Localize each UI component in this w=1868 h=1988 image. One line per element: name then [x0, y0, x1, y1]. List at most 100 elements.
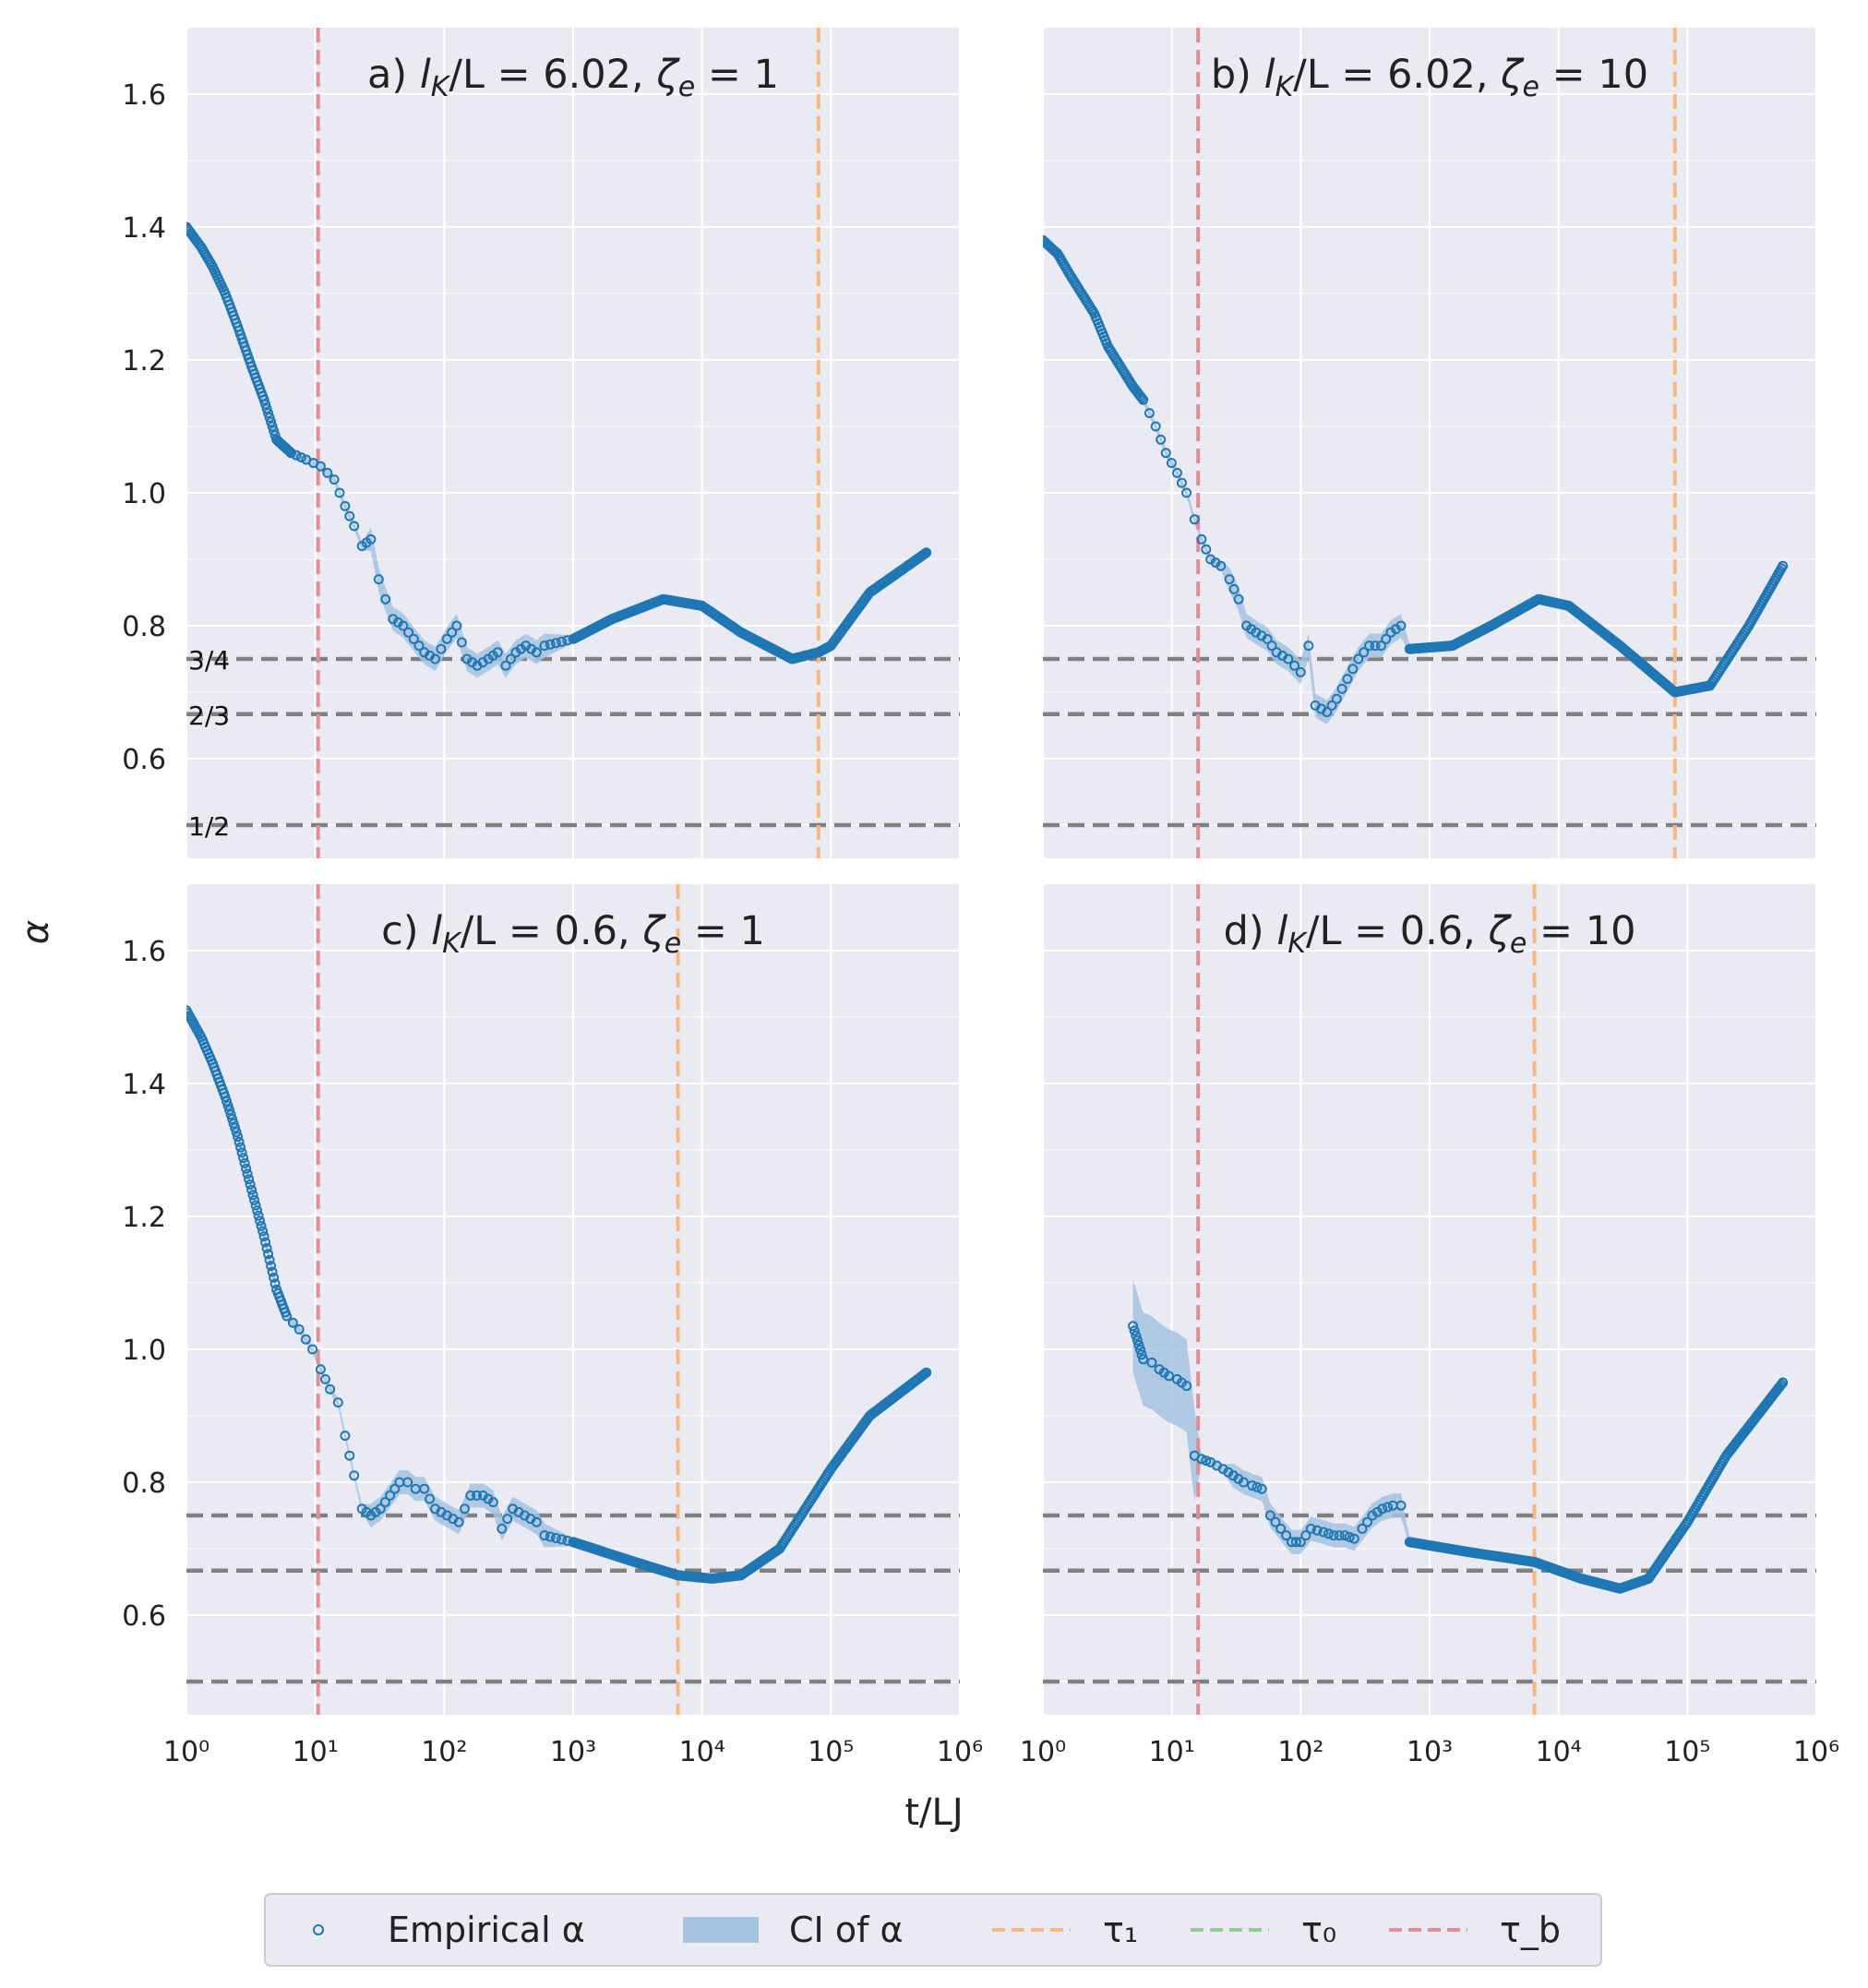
- empirical-point: [1323, 1528, 1334, 1539]
- empirical-point: [1136, 392, 1147, 403]
- empirical-point: [502, 1514, 513, 1525]
- empirical-point: [256, 1220, 267, 1231]
- empirical-point: [1150, 421, 1161, 432]
- empirical-point: [249, 1194, 260, 1205]
- empirical-point: [231, 1127, 242, 1138]
- empirical-point: [234, 1136, 245, 1147]
- x-tick-label: 10²: [421, 1736, 467, 1768]
- empirical-point: [1300, 1530, 1311, 1541]
- empirical-point: [236, 1147, 247, 1158]
- empirical-point: [263, 1249, 274, 1260]
- legend-label-tau1: τ₁: [1103, 1910, 1138, 1950]
- empirical-point: [1201, 1455, 1212, 1467]
- legend-label-empirical: Empirical α: [388, 1910, 585, 1950]
- y-tick-label: 1.2: [122, 345, 166, 377]
- empirical-point: [389, 1483, 401, 1494]
- y-axis-label: α: [15, 920, 57, 944]
- empirical-point: [403, 627, 414, 638]
- empirical-point: [1357, 1523, 1368, 1534]
- empirical-point: [239, 1157, 250, 1168]
- empirical-point: [238, 1153, 249, 1164]
- x-tick-label: 10³: [550, 1736, 596, 1768]
- empirical-point: [545, 639, 556, 650]
- y-tick-label: 0.6: [122, 744, 166, 776]
- panel-d: d) lK/L = 0.6, ζe = 10 10⁰ 10¹ 10² 10³ 10⁴ 10⁵…: [1020, 884, 1839, 1768]
- empirical-point: [1138, 394, 1149, 405]
- x-axis-label: t/LJ: [904, 1791, 963, 1834]
- empirical-point: [453, 1516, 464, 1527]
- empirical-point: [269, 430, 281, 441]
- empirical-point: [1233, 593, 1244, 605]
- empirical-point: [261, 1242, 272, 1253]
- empirical-point: [419, 1483, 430, 1494]
- empirical-point: [1326, 700, 1337, 711]
- empirical-point: [1262, 633, 1273, 644]
- empirical-point: [222, 1096, 232, 1107]
- empirical-point: [430, 653, 440, 665]
- empirical-point: [1381, 633, 1392, 644]
- legend-marker-empirical: [313, 1924, 324, 1935]
- y-tick-label: 1.4: [122, 212, 166, 245]
- empirical-point: [349, 521, 360, 532]
- empirical-point: [258, 1231, 269, 1242]
- y-tick-label: 0.8: [122, 1467, 166, 1500]
- empirical-point: [260, 1237, 271, 1248]
- empirical-point: [295, 452, 306, 463]
- panel-b: b) lK/L = 6.02, ζe = 10: [1041, 28, 1818, 858]
- x-tick-label: 10⁶: [1793, 1736, 1839, 1768]
- empirical-point: [315, 461, 326, 472]
- reference-line-label: 2/3: [188, 701, 230, 731]
- empirical-point: [1238, 1477, 1249, 1488]
- x-tick-label: 10⁴: [1536, 1736, 1582, 1768]
- empirical-point: [557, 636, 568, 647]
- empirical-point: [253, 1210, 264, 1221]
- empirical-point: [1135, 1345, 1145, 1355]
- x-tick-label: 10¹: [1149, 1736, 1195, 1768]
- empirical-point: [531, 1516, 542, 1527]
- empirical-point: [222, 1100, 234, 1111]
- x-tick-label: 10²: [1277, 1736, 1323, 1768]
- empirical-point: [266, 1261, 277, 1272]
- x-tick-label: 10⁰: [1020, 1736, 1066, 1768]
- empirical-point: [242, 1168, 253, 1180]
- empirical-point: [1181, 1381, 1192, 1392]
- empirical-point: [1776, 1379, 1787, 1390]
- empirical-point: [1377, 1503, 1388, 1515]
- empirical-point: [1311, 1525, 1323, 1536]
- empirical-point: [441, 633, 452, 644]
- empirical-point: [373, 574, 384, 585]
- panel-title: b) lK/L = 6.02, ζe = 10: [1211, 52, 1648, 103]
- empirical-point: [492, 647, 503, 658]
- empirical-point: [1270, 1516, 1281, 1527]
- empirical-point: [325, 1383, 336, 1395]
- empirical-point: [1318, 1527, 1329, 1538]
- empirical-point: [228, 1118, 239, 1129]
- plot-area: [186, 884, 960, 1715]
- empirical-point: [1375, 641, 1386, 652]
- empirical-point: [425, 1493, 436, 1504]
- empirical-point: [1164, 1371, 1175, 1382]
- empirical-point: [1256, 1483, 1267, 1494]
- empirical-point: [291, 449, 302, 461]
- empirical-point: [233, 1132, 244, 1143]
- empirical-point: [1303, 641, 1314, 652]
- empirical-point: [1289, 660, 1300, 671]
- panel-a: a) lK/L = 6.02, ζe = 1 0.6 0.8 1.0 1.2 1.4 1.6…: [122, 28, 962, 858]
- empirical-point: [1131, 1330, 1142, 1341]
- empirical-point: [269, 425, 280, 437]
- empirical-point: [1146, 1357, 1157, 1368]
- empirical-point: [487, 1497, 498, 1508]
- plot-area: [186, 28, 960, 858]
- x-tick-label: 10⁰: [163, 1736, 210, 1768]
- empirical-point: [1266, 641, 1277, 652]
- legend-label-ci: CI of α: [789, 1910, 904, 1950]
- empirical-point: [225, 1109, 236, 1120]
- empirical-point: [286, 448, 296, 459]
- empirical-point: [220, 1091, 231, 1102]
- empirical-point: [293, 1323, 305, 1335]
- empirical-point: [344, 510, 355, 521]
- empirical-point: [1370, 641, 1381, 652]
- empirical-point: [1144, 408, 1155, 419]
- empirical-point: [1336, 683, 1347, 694]
